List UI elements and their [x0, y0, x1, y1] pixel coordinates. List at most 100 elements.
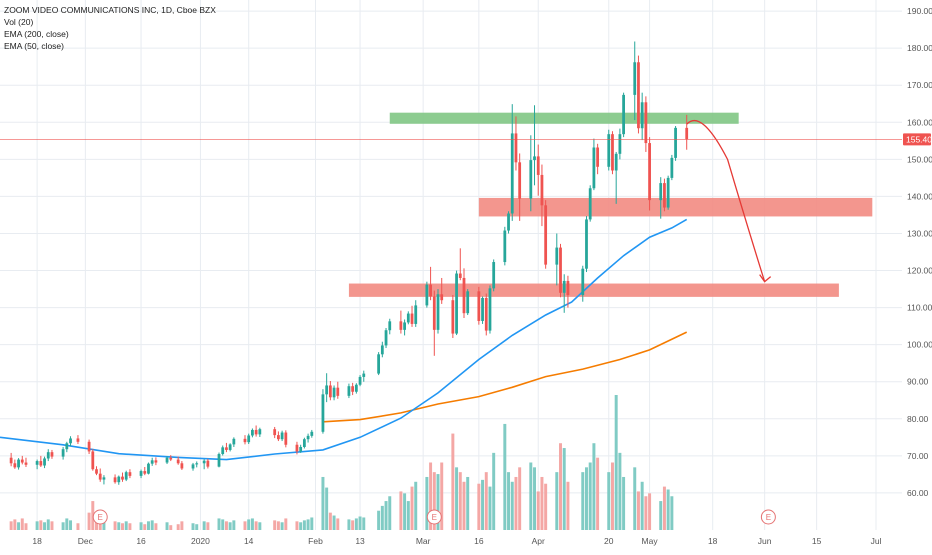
candle[interactable]: [325, 373, 329, 403]
volume-bar[interactable]: [87, 512, 91, 530]
candle[interactable]: [336, 381, 340, 399]
candle[interactable]: [358, 375, 362, 387]
volume-bar[interactable]: [117, 522, 121, 530]
volume-bar[interactable]: [458, 472, 462, 530]
volume-bar[interactable]: [666, 489, 670, 531]
candle[interactable]: [384, 328, 388, 349]
candle[interactable]: [191, 462, 195, 471]
volume-bar[interactable]: [559, 443, 562, 530]
candle[interactable]: [39, 455, 43, 467]
volume-bar[interactable]: [562, 448, 566, 530]
candle[interactable]: [458, 248, 462, 281]
volume-bar[interactable]: [143, 524, 147, 530]
volume-bar[interactable]: [484, 472, 488, 530]
volume-bar[interactable]: [139, 522, 143, 530]
candle[interactable]: [117, 475, 121, 485]
candle[interactable]: [113, 474, 117, 484]
volume-bar[interactable]: [336, 518, 340, 530]
candle[interactable]: [425, 281, 429, 308]
candle[interactable]: [76, 435, 80, 445]
candle[interactable]: [299, 444, 303, 453]
candle[interactable]: [403, 319, 406, 336]
legend-ema200[interactable]: EMA (200, close): [4, 29, 69, 39]
candle[interactable]: [544, 200, 548, 269]
volume-bar[interactable]: [462, 481, 466, 530]
volume-bar[interactable]: [566, 481, 570, 530]
candle[interactable]: [518, 153, 522, 221]
volume-bar[interactable]: [492, 452, 496, 530]
volume-bar[interactable]: [35, 521, 39, 530]
candle[interactable]: [644, 96, 648, 152]
volume-bar[interactable]: [325, 487, 329, 530]
volume-bar[interactable]: [481, 479, 485, 530]
candle[interactable]: [429, 266, 432, 301]
candle[interactable]: [98, 468, 102, 482]
candle[interactable]: [332, 385, 336, 401]
volume-bar[interactable]: [555, 472, 559, 530]
candle[interactable]: [251, 428, 254, 438]
candle[interactable]: [510, 104, 514, 221]
candle[interactable]: [674, 126, 677, 161]
volume-bar[interactable]: [273, 520, 277, 530]
volume-bar[interactable]: [514, 476, 518, 530]
volume-bar[interactable]: [633, 467, 637, 530]
candle[interactable]: [380, 341, 384, 358]
volume-bar[interactable]: [146, 521, 150, 530]
volume-bar[interactable]: [98, 520, 102, 530]
volume-bar[interactable]: [217, 518, 221, 530]
volume-bar[interactable]: [69, 520, 73, 530]
candle[interactable]: [507, 211, 510, 234]
volume-bar[interactable]: [347, 519, 351, 530]
support-zone[interactable]: [478, 197, 873, 217]
resistance-zone[interactable]: [389, 112, 739, 124]
volume-bar[interactable]: [61, 522, 65, 530]
candle[interactable]: [406, 311, 410, 325]
candle[interactable]: [180, 461, 184, 470]
volume-bar[interactable]: [588, 462, 592, 531]
volume-bar[interactable]: [254, 521, 258, 530]
volume-bar[interactable]: [358, 516, 362, 531]
candle[interactable]: [258, 427, 262, 437]
candle[interactable]: [540, 164, 544, 227]
volume-bar[interactable]: [284, 518, 288, 530]
candle[interactable]: [566, 275, 570, 308]
candle[interactable]: [462, 268, 466, 318]
volume-bar[interactable]: [410, 486, 414, 530]
volume-bar[interactable]: [622, 476, 626, 530]
volume-bar[interactable]: [243, 521, 247, 530]
volume-bar[interactable]: [191, 523, 195, 530]
earnings-marker[interactable]: E: [760, 509, 776, 525]
candle[interactable]: [533, 105, 536, 186]
volume-bar[interactable]: [295, 521, 299, 530]
volume-bar[interactable]: [328, 512, 332, 530]
volume-bar[interactable]: [121, 523, 124, 530]
volume-bar[interactable]: [176, 524, 180, 530]
volume-bar[interactable]: [50, 521, 54, 530]
volume-bar[interactable]: [91, 501, 95, 530]
volume-bar[interactable]: [536, 491, 540, 530]
volume-bar[interactable]: [351, 520, 355, 530]
candle[interactable]: [20, 455, 24, 465]
volume-bar[interactable]: [280, 522, 284, 530]
candle[interactable]: [321, 389, 325, 434]
volume-bar[interactable]: [488, 486, 492, 530]
volume-bar[interactable]: [436, 474, 440, 530]
volume-bar[interactable]: [206, 522, 210, 530]
candle[interactable]: [451, 295, 455, 339]
candle[interactable]: [247, 433, 251, 445]
candle[interactable]: [150, 457, 154, 466]
candle[interactable]: [139, 469, 143, 479]
volume-bar[interactable]: [451, 433, 455, 530]
candle[interactable]: [295, 441, 299, 455]
candle[interactable]: [640, 92, 644, 141]
volume-bar[interactable]: [332, 515, 336, 530]
legend-ema50[interactable]: EMA (50, close): [4, 41, 64, 51]
candle[interactable]: [436, 289, 440, 334]
volume-bar[interactable]: [113, 521, 117, 530]
volume-bar[interactable]: [648, 493, 652, 530]
candle[interactable]: [592, 138, 596, 191]
volume-bar[interactable]: [388, 496, 392, 530]
volume-bar[interactable]: [540, 476, 544, 530]
volume-bar[interactable]: [224, 521, 228, 530]
volume-bar[interactable]: [377, 510, 381, 530]
